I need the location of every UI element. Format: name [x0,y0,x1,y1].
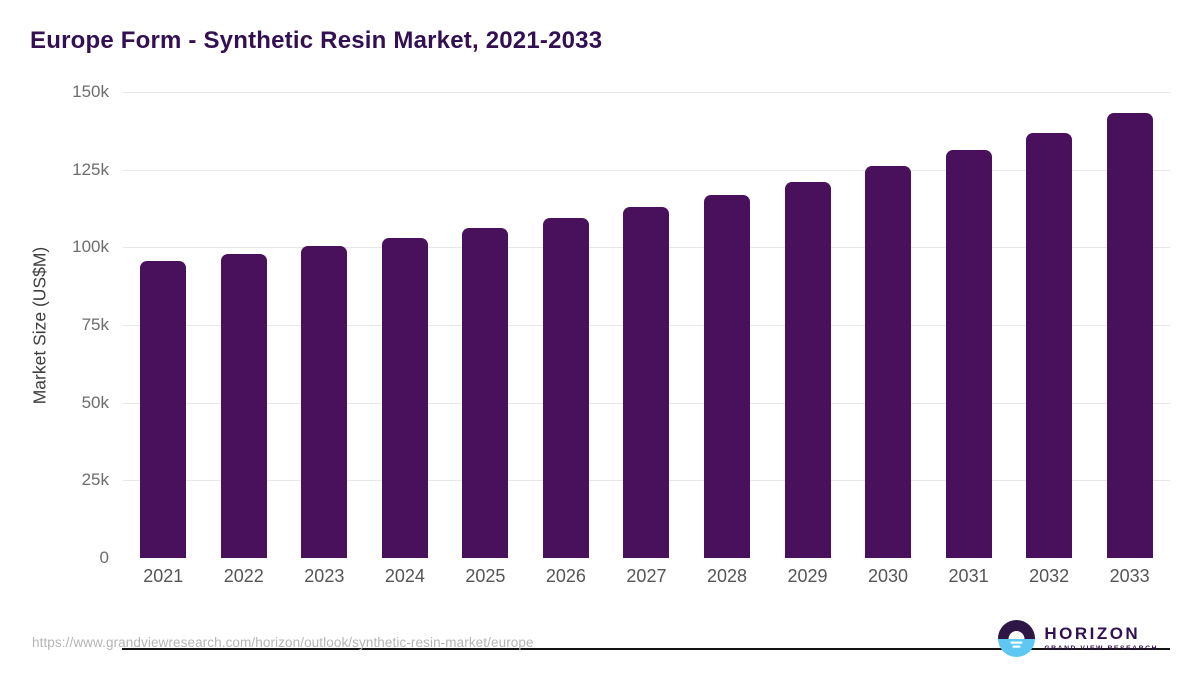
y-tick-label-150k: 150k [72,82,109,101]
bar-2032 [1026,132,1073,558]
bar-2021 [140,261,187,558]
horizon-logo: HORIZON GRAND VIEW RESEARCH [998,620,1158,657]
y-tick-label-125k: 125k [72,159,109,179]
y-tick-labels: 150k 125k 100k 75k 50k 25k 0 [0,82,109,567]
bar-slot-2033 [1089,92,1170,558]
x-axis-line [122,648,1170,650]
bar-slot-2031 [928,92,1009,558]
x-label-2022: 2022 [223,566,264,586]
bar-2027 [623,207,670,558]
bar-2028 [703,195,750,558]
x-label-2030: 2030 [868,566,909,586]
bar-2031 [945,149,992,558]
x-label-2031: 2031 [948,566,989,586]
bar-slot-2032 [1009,92,1090,558]
x-label-2027: 2027 [626,566,667,586]
horizon-logo-name: HORIZON [1044,623,1141,643]
x-label-2025: 2025 [465,566,506,586]
bar-2030 [865,165,912,558]
source-url: https://www.grandviewresearch.com/horizo… [32,635,534,650]
bar-slot-2024 [365,92,446,558]
y-tick-label-0: 0 [99,548,109,567]
bar-slot-2026 [526,92,607,558]
footer: https://www.grandviewresearch.com/horizo… [0,608,1200,675]
bar-slot-2023 [284,92,365,558]
y-tick-label-25k: 25k [81,470,109,490]
bar-slot-2021 [123,92,204,558]
bar-2023 [301,246,348,558]
bar-2033 [1106,112,1153,558]
bar-slot-2030 [848,92,929,558]
y-tick-label-100k: 100k [72,237,109,257]
x-labels-row: 2021 2022 2023 2024 2025 2026 2027 2028 2029 2030… [123,566,1170,594]
x-label-2024: 2024 [384,566,425,586]
bar-2026 [542,218,589,558]
bars-row [123,92,1170,558]
chart-title: Europe Form - Synthetic Resin Market, 20… [30,27,603,54]
bar-slot-2029 [767,92,848,558]
bar-slot-2025 [445,92,526,558]
x-label-2032: 2032 [1029,566,1070,586]
x-label-2033: 2033 [1109,566,1150,586]
x-label-2026: 2026 [545,566,586,586]
bar-slot-2027 [606,92,687,558]
y-tick-label-50k: 50k [81,392,109,412]
horizon-logo-text-block: HORIZON GRAND VIEW RESEARCH [1044,623,1158,653]
bar-slot-2028 [687,92,768,558]
gridline-125k [123,169,1170,171]
x-label-2021: 2021 [143,566,184,586]
gridline-150k [123,92,1170,93]
x-label-2028: 2028 [706,566,747,586]
horizon-logo-icon [998,620,1036,657]
plot-area: 150k 125k 100k 75k 50k 25k 0 [0,82,1200,650]
bar-2029 [784,181,831,558]
bar-slot-2022 [204,92,285,558]
bar-2022 [220,254,267,558]
x-label-2029: 2029 [787,566,828,586]
x-label-2023: 2023 [304,566,345,586]
horizon-logo-subtext: GRAND VIEW RESEARCH [1044,645,1158,653]
y-tick-label-75k: 75k [81,315,109,334]
bar-2024 [381,237,428,558]
bar-2025 [462,228,509,558]
